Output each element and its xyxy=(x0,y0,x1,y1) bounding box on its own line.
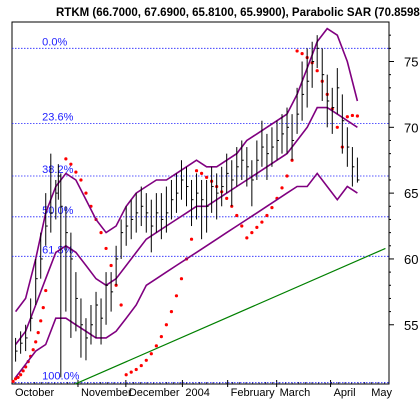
sar-dot xyxy=(109,263,113,268)
x-tick-label: November xyxy=(81,387,132,399)
chart-title: RTKM (66.7000, 67.6900, 65.8100, 65.9900… xyxy=(56,7,420,19)
sar-dot xyxy=(31,348,35,352)
sar-dot xyxy=(21,369,25,373)
sar-dot xyxy=(350,113,354,118)
sar-dot xyxy=(139,363,143,368)
sar-dot xyxy=(174,294,179,298)
sar-dot xyxy=(189,237,194,241)
sar-dot xyxy=(245,236,249,240)
sar-dot xyxy=(194,169,199,173)
y-tick-label: 75 xyxy=(404,54,418,69)
bollinger-line xyxy=(14,172,358,378)
sar-dot xyxy=(260,220,264,224)
fib-label: 0.0% xyxy=(42,36,67,48)
sar-dot xyxy=(280,186,284,190)
sar-dot xyxy=(34,340,38,344)
sar-dot xyxy=(104,246,108,251)
sar-dot xyxy=(13,377,18,381)
sar-dot xyxy=(270,206,274,210)
sar-dot xyxy=(300,51,304,56)
trendline xyxy=(74,247,386,385)
sar-dot xyxy=(124,373,128,377)
sar-dot xyxy=(74,170,78,174)
sar-dot xyxy=(225,196,229,200)
sar-dot xyxy=(250,231,254,235)
y-tick-label: 55 xyxy=(404,318,418,333)
sar-dot xyxy=(84,191,88,195)
sar-dot xyxy=(199,171,204,175)
sar-dot xyxy=(129,370,133,374)
sar-dot xyxy=(134,367,138,372)
sar-dot xyxy=(119,303,123,307)
x-tick-label: February xyxy=(231,387,276,399)
sar-dot xyxy=(255,225,259,229)
sar-dot xyxy=(159,335,163,339)
x-tick-label: April xyxy=(334,387,356,399)
sar-dot xyxy=(11,379,15,383)
sar-dot xyxy=(154,344,158,348)
x-tick-label: March xyxy=(280,387,311,399)
sar-dot xyxy=(79,178,83,182)
y-tick-label: 70 xyxy=(404,120,418,135)
sar-dot xyxy=(44,288,48,293)
sar-dot xyxy=(265,213,269,218)
sar-dot xyxy=(39,319,43,323)
y-tick-label: 60 xyxy=(404,252,418,267)
sar-dot xyxy=(149,352,153,356)
sar-dot xyxy=(235,213,239,218)
sar-dot xyxy=(335,125,339,129)
sar-dot xyxy=(144,358,148,362)
sar-dot xyxy=(205,175,209,179)
x-tick-label: 2004 xyxy=(185,387,209,399)
sar-dot xyxy=(169,310,174,314)
x-tick-label: May xyxy=(371,387,392,399)
sar-dot xyxy=(179,277,184,281)
sar-dot xyxy=(285,174,289,178)
sar-dot xyxy=(164,323,168,327)
sar-dot xyxy=(36,331,40,335)
sar-dot xyxy=(41,306,45,310)
plot-frame xyxy=(11,21,390,385)
fib-label: 23.6% xyxy=(42,111,73,123)
x-tick-label: October xyxy=(15,387,54,399)
sar-dot xyxy=(355,114,360,118)
sar-dot xyxy=(64,157,68,161)
sar-dot xyxy=(295,49,299,53)
bollinger-line xyxy=(14,106,358,345)
sar-dot xyxy=(345,115,349,119)
sar-dot xyxy=(69,162,73,166)
x-tick-label: December xyxy=(129,387,180,399)
sar-dot xyxy=(240,224,244,228)
sar-dot xyxy=(315,69,319,73)
sar-dot xyxy=(16,375,20,380)
sar-dot xyxy=(99,231,103,235)
y-tick-label: 65 xyxy=(404,186,418,201)
sar-dot xyxy=(19,373,23,377)
